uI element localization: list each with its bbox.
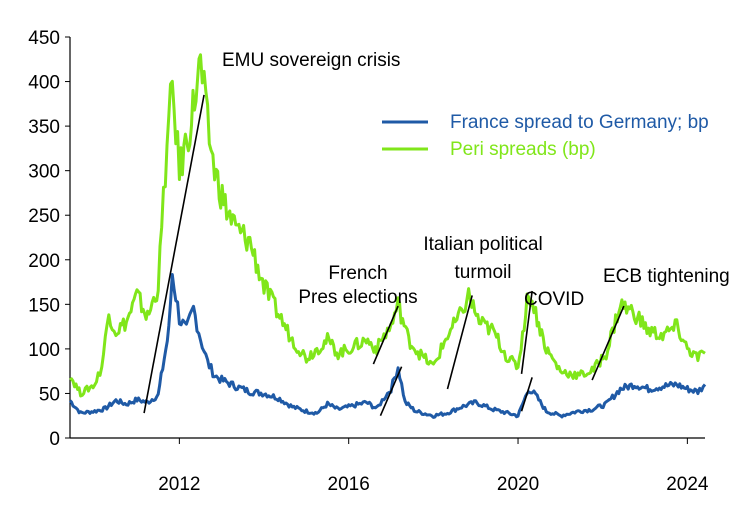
annotation-label: French	[328, 263, 387, 284]
annotation-label: turmoil	[454, 262, 511, 283]
x-tick-label: 2016	[328, 474, 370, 495]
y-tick-label: 150	[28, 295, 60, 316]
annotation-label: Pres elections	[298, 287, 417, 308]
annotation-arrow	[372, 305, 399, 365]
y-tick-label: 400	[28, 73, 60, 94]
y-tick-label: 200	[28, 251, 60, 272]
series-line-france	[68, 273, 707, 419]
x-tick-label: 2012	[158, 474, 200, 495]
legend-entry: Peri spreads (bp)	[450, 139, 596, 160]
annotation-label: COVID	[524, 289, 584, 310]
annotation-arrow	[591, 305, 625, 381]
annotation-arrow	[143, 94, 205, 414]
y-tick-label: 50	[39, 384, 60, 405]
annotations: EMU sovereign crisis French Pres elections…	[143, 50, 730, 417]
y-tick-label: 300	[28, 162, 60, 183]
annotation-arrow	[379, 366, 403, 417]
annotation-arrow	[520, 290, 533, 374]
x-tick-label: 2020	[497, 474, 539, 495]
x-tick-label: 2024	[666, 474, 709, 495]
annotation-arrow	[446, 295, 473, 390]
y-tick-label: 350	[28, 117, 60, 138]
annotation-label: EMU sovereign crisis	[222, 50, 400, 71]
annotation-label: ECB tightening	[603, 266, 730, 287]
legend-entry: France spread to Germany; bp	[450, 112, 709, 133]
y-tick-label: 250	[28, 206, 60, 227]
legend: France spread to Germany; bp Peri spreads…	[382, 112, 709, 160]
series-layer	[68, 53, 707, 419]
annotation-label: Italian political	[423, 234, 542, 255]
axes: 0 50 100 150 200 250 300 350 400 450 2012 2016 2020 2…	[28, 28, 709, 495]
annotation-arrow	[520, 377, 533, 412]
y-tick-label: 450	[28, 28, 60, 49]
y-tick-label: 100	[28, 340, 60, 361]
y-tick-label: 0	[49, 429, 60, 450]
